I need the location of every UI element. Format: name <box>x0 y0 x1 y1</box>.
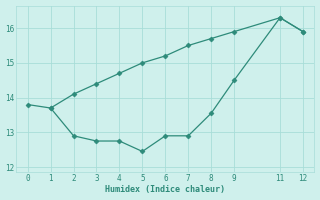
X-axis label: Humidex (Indice chaleur): Humidex (Indice chaleur) <box>105 185 225 194</box>
